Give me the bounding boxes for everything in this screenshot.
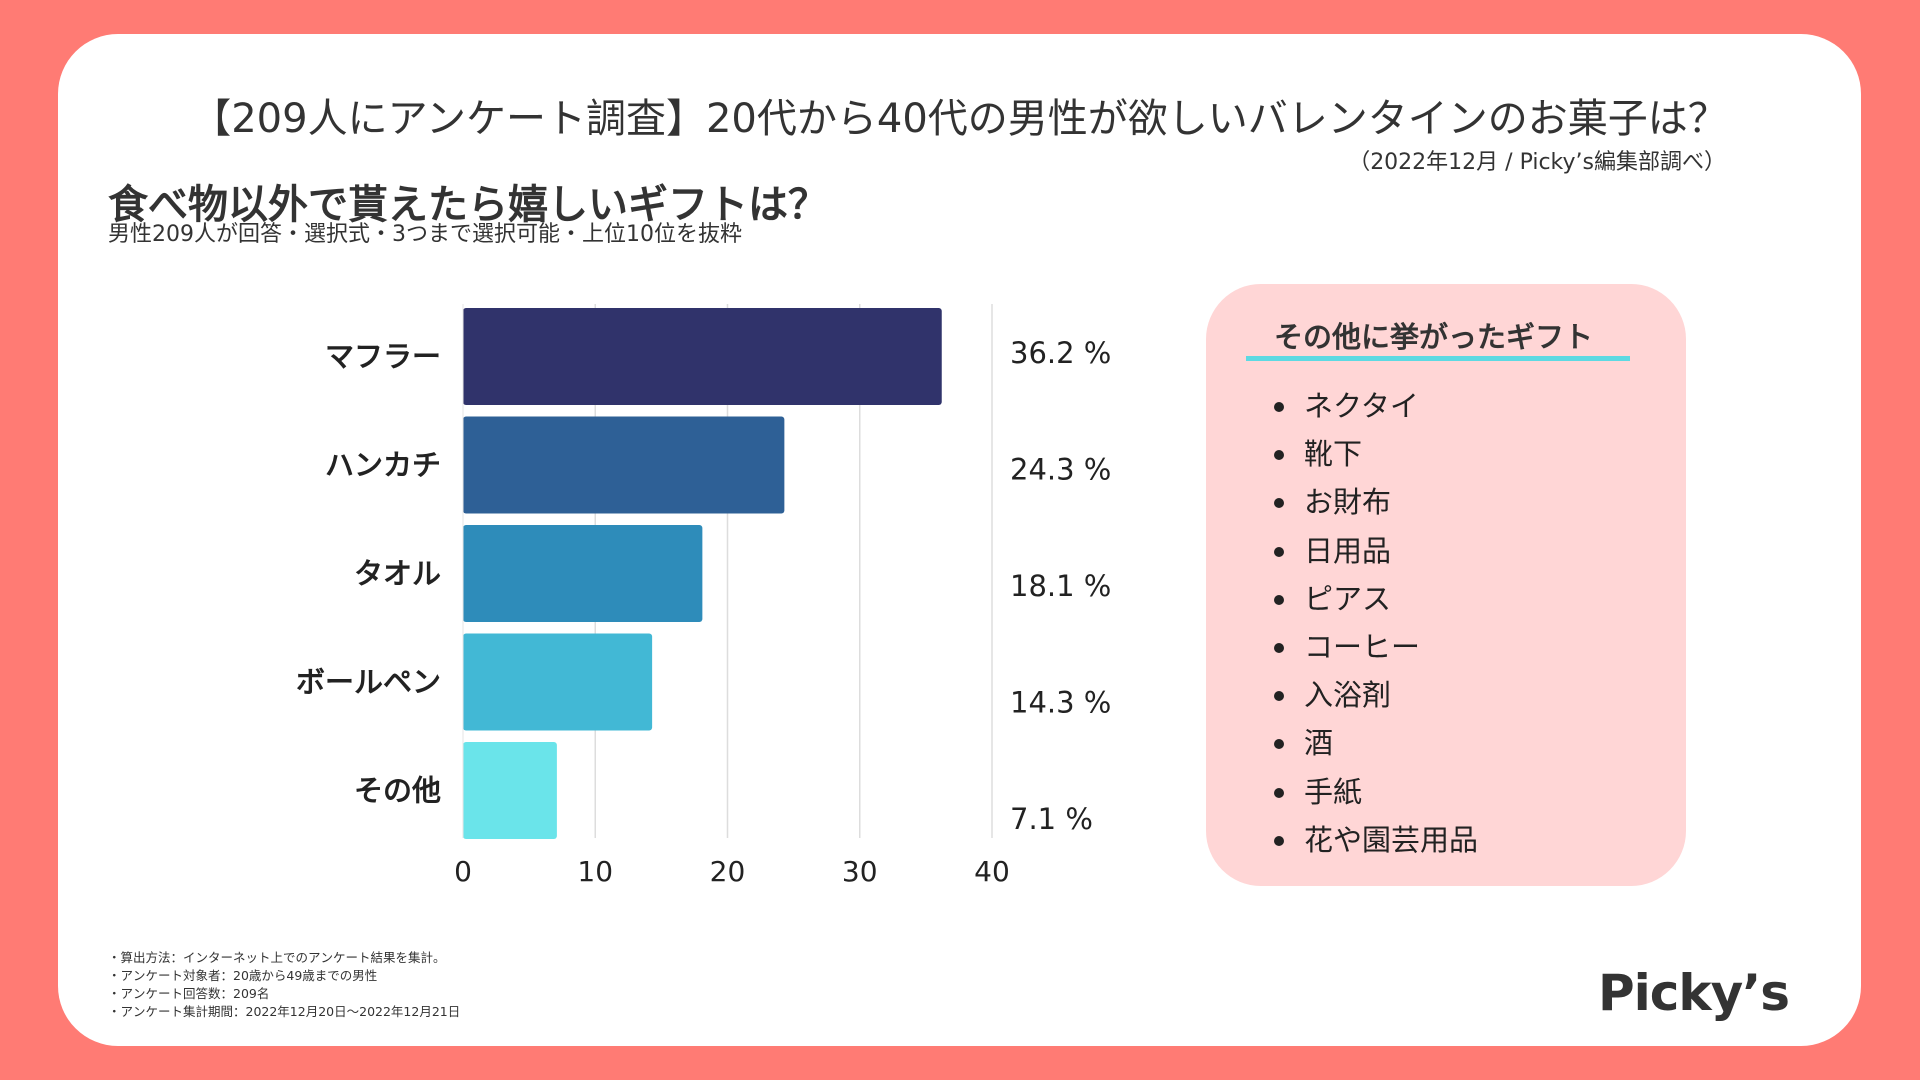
- list-item: 入浴剤: [1274, 671, 1478, 719]
- bullet-icon: [1274, 402, 1284, 412]
- value-label: 14.3 %: [1010, 686, 1111, 720]
- value-label: 36.2 %: [1010, 336, 1111, 370]
- category-label: マフラー: [325, 340, 441, 374]
- bullet-icon: [1274, 498, 1284, 509]
- other-gifts-title: その他に挙がったギフト: [1274, 320, 1594, 354]
- note-line: ・アンケート対象者：20歳から49歳までの男性: [108, 968, 378, 983]
- list-item: 靴下: [1274, 430, 1478, 478]
- list-item-label: 花や園芸用品: [1304, 822, 1479, 857]
- list-item: ピアス: [1274, 575, 1478, 623]
- bar: [463, 308, 942, 405]
- list-item: ネクタイ: [1274, 382, 1478, 430]
- list-item-label: 手紙: [1304, 774, 1363, 809]
- bar: [463, 633, 653, 731]
- category-label: タオル: [354, 557, 441, 591]
- category-label: その他: [354, 774, 441, 808]
- value-label: 7.1 %: [1010, 802, 1093, 836]
- chart-subtitle: 男性209人が回答・選択式・3つまで選択可能・上位10位を抜粋: [108, 222, 742, 247]
- list-item: コーヒー: [1274, 623, 1478, 671]
- x-tick-label: 20: [710, 855, 746, 888]
- list-item: 日用品: [1274, 527, 1478, 575]
- bullet-icon: [1274, 450, 1284, 461]
- other-gifts-underline: [1246, 356, 1630, 361]
- page-title: 【209人にアンケート調査】20代から40代の男性が欲しいバレンタインのお菓子は…: [191, 96, 1728, 142]
- other-gifts-panel: その他に挙がったギフト ネクタイ 靴下 お財布 日用品 ピアス コーヒー 入浴剤…: [1206, 284, 1686, 886]
- list-item-label: 靴下: [1304, 437, 1363, 472]
- methodology-notes: ・算出方法：インターネット上でのアンケート結果を集計。 ・アンケート対象者：20…: [108, 949, 460, 1021]
- bullet-icon: [1274, 739, 1284, 750]
- bar: [463, 525, 703, 622]
- list-item-label: ネクタイ: [1304, 389, 1419, 423]
- x-tick-label: 30: [842, 855, 878, 888]
- list-item-label: ピアス: [1304, 581, 1392, 616]
- list-item-label: お財布: [1304, 485, 1392, 520]
- other-gifts-list: ネクタイ 靴下 お財布 日用品 ピアス コーヒー 入浴剤 酒 手紙 花や園芸用品: [1274, 382, 1478, 864]
- list-item-label: 日用品: [1304, 533, 1392, 568]
- note-line: ・アンケート集計期間：2022年12月20日〜2022年12月21日: [108, 1004, 461, 1019]
- note-line: ・アンケート回答数：209名: [108, 986, 270, 1001]
- value-label: 24.3 %: [1010, 453, 1111, 487]
- list-item-label: 入浴剤: [1304, 678, 1392, 713]
- bar-chart: 0 10 20 30 40 マフラー 36.2 % ハンカチ 24.3 % タオル 18.1 % ボー…: [296, 304, 1111, 888]
- list-item: 手紙: [1274, 768, 1478, 816]
- bullet-icon: [1274, 691, 1284, 702]
- bullet-icon: [1274, 546, 1284, 557]
- brand-logo: Picky’s: [1597, 964, 1790, 1022]
- bullet-icon: [1274, 642, 1284, 653]
- list-item: 花や園芸用品: [1274, 816, 1478, 864]
- list-item: お財布: [1274, 478, 1478, 526]
- bar: [463, 416, 785, 514]
- bullet-icon: [1274, 787, 1284, 798]
- bar: [463, 742, 557, 839]
- category-label: ボールペン: [296, 665, 441, 699]
- bullet-icon: [1274, 594, 1284, 605]
- note-line: ・算出方法：インターネット上でのアンケート結果を集計。: [108, 950, 446, 965]
- x-tick-label: 0: [454, 855, 472, 888]
- x-tick-label: 10: [577, 855, 613, 888]
- survey-credit: （2022年12月 / Picky’s編集部調べ）: [1348, 150, 1726, 175]
- value-label: 18.1 %: [1010, 569, 1111, 603]
- chart-title: 食べ物以外で貰えたら嬉しいギフトは？: [108, 182, 828, 228]
- bullet-icon: [1274, 835, 1284, 846]
- list-item-label: 酒: [1304, 726, 1334, 761]
- x-tick-label: 40: [974, 855, 1010, 888]
- category-label: ハンカチ: [325, 448, 441, 482]
- infographic-card: 【209人にアンケート調査】20代から40代の男性が欲しいバレンタインのお菓子は…: [58, 34, 1861, 1046]
- list-item-label: コーヒー: [1304, 629, 1421, 664]
- list-item: 酒: [1274, 719, 1478, 767]
